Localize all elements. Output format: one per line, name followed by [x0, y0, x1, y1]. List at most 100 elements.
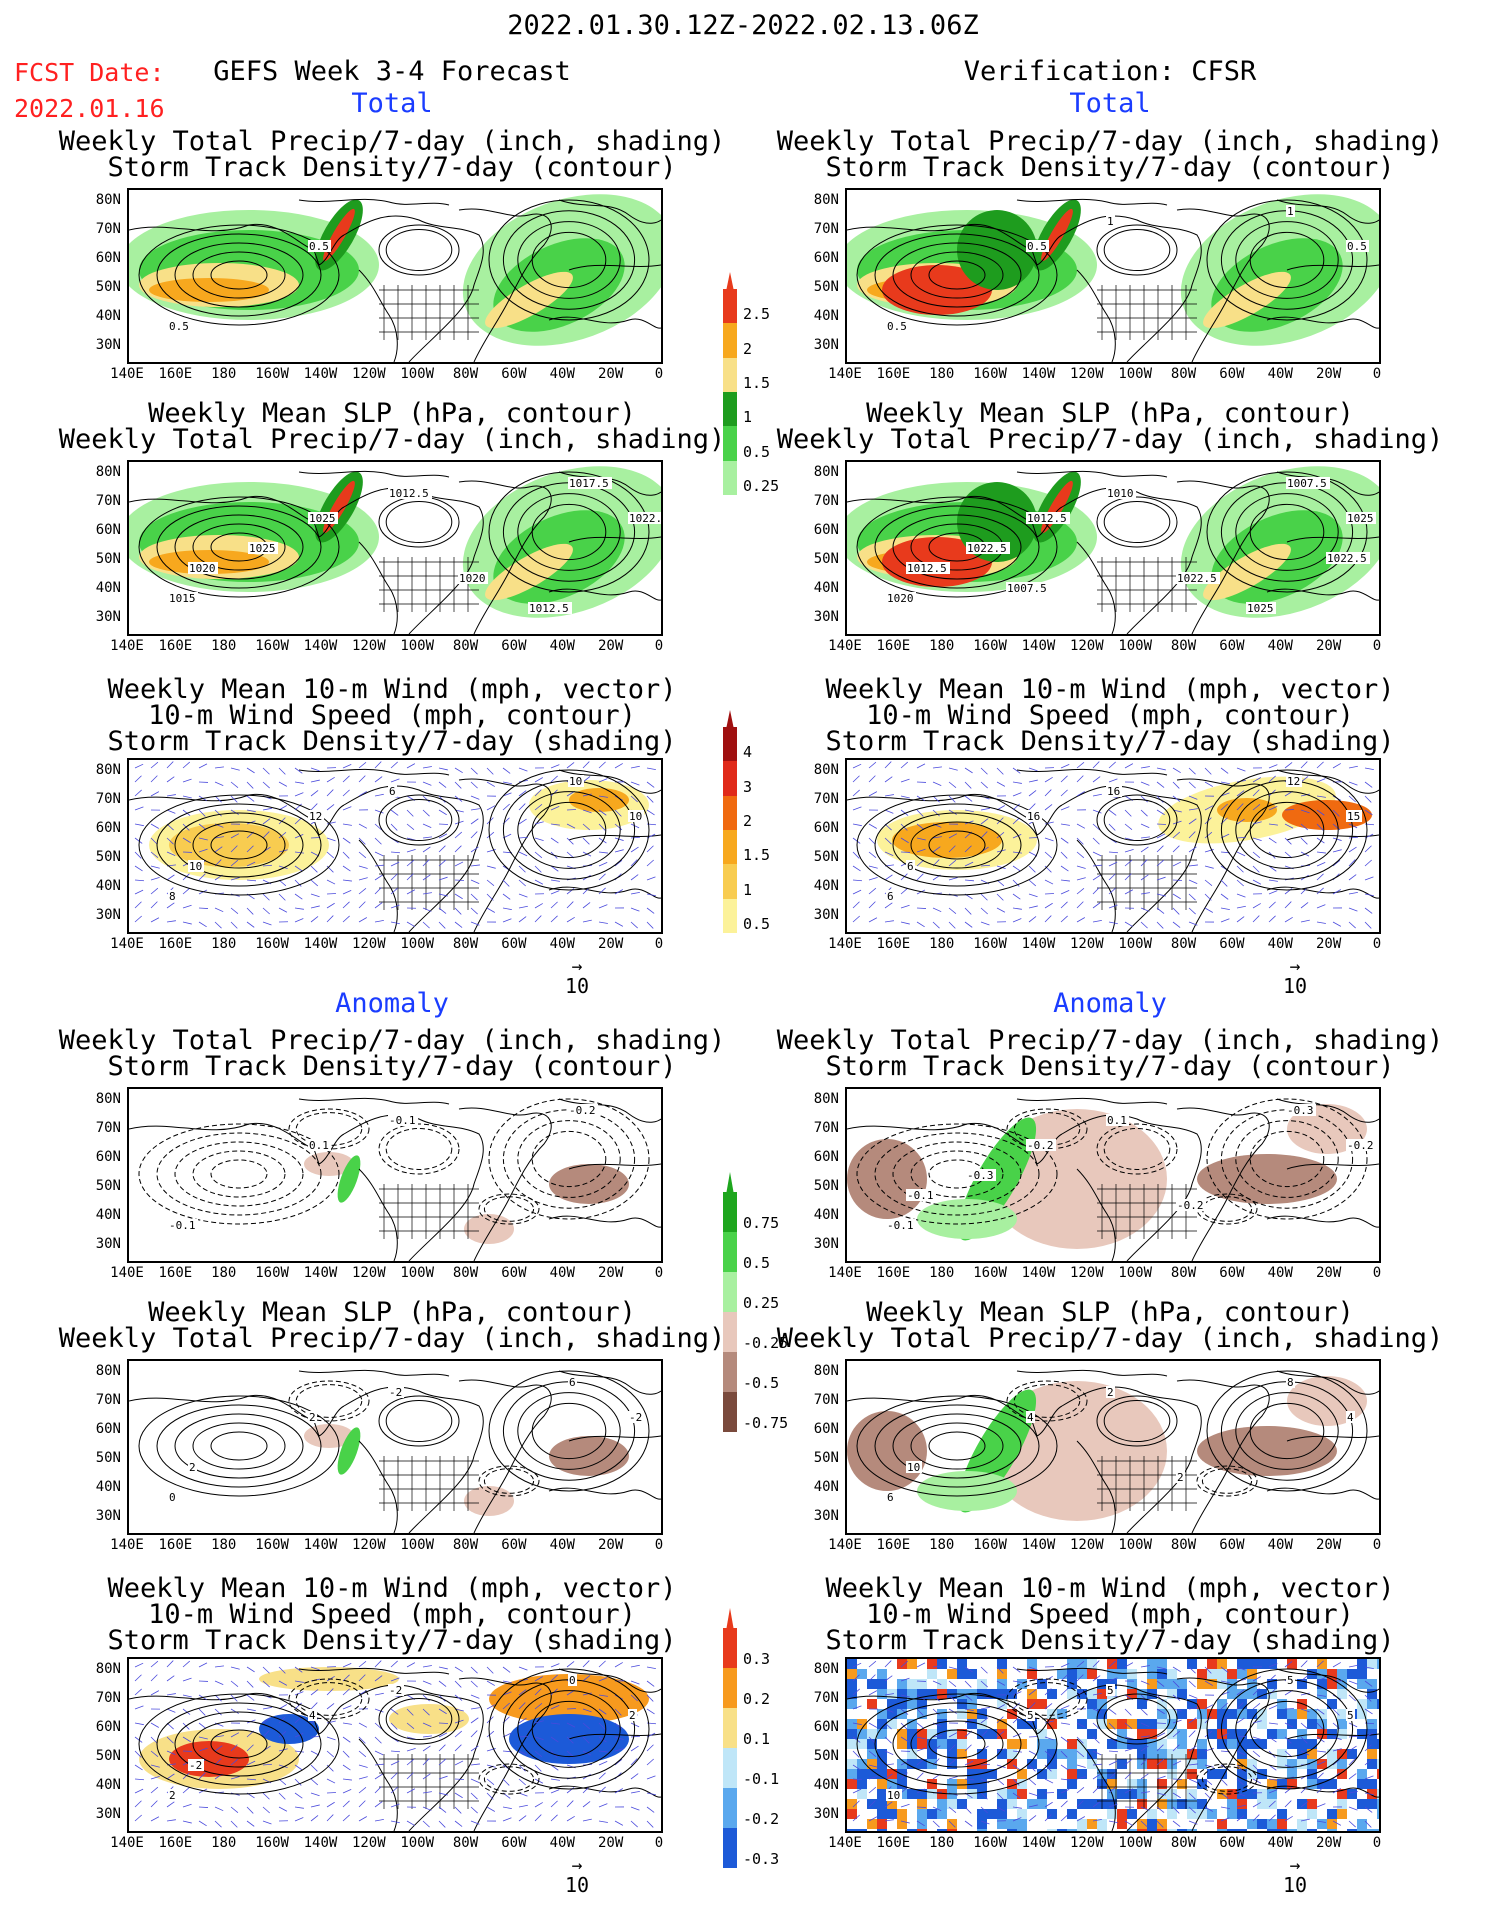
wind-vector	[1252, 1720, 1262, 1724]
colorbar-label: 4	[743, 743, 753, 762]
lon-tick-label: 180	[211, 1537, 237, 1553]
wind-vector	[1156, 1806, 1165, 1813]
wind-vector	[1348, 921, 1356, 929]
wind-vector	[1092, 1736, 1100, 1744]
wind-vector	[566, 1661, 575, 1668]
wind-vector	[1204, 879, 1213, 887]
lon-tick-label: 0	[654, 366, 664, 382]
wind-vector	[1316, 1660, 1324, 1668]
wind-vector	[1252, 851, 1261, 859]
wind-vector	[518, 1666, 528, 1671]
wind-vector	[390, 904, 400, 909]
wind-vector	[198, 1820, 207, 1827]
wind-vector	[1012, 1716, 1020, 1724]
wind-vector	[534, 915, 542, 923]
wind-vector	[262, 767, 270, 775]
storm-anomaly-cell	[1217, 1659, 1227, 1669]
storm-anomaly-cell	[1047, 1739, 1057, 1749]
lat-tick-label: 50N	[95, 1450, 121, 1466]
wind-vector	[948, 877, 958, 881]
wind-vector	[1364, 845, 1372, 853]
storm-anomaly-cell	[1147, 1659, 1157, 1669]
wind-vector	[1092, 793, 1102, 797]
wind-vector	[518, 1804, 528, 1808]
wind-vector	[390, 809, 399, 816]
storm-anomaly-cell	[1337, 1749, 1347, 1759]
storm-anomaly-cell	[1057, 1749, 1067, 1759]
wind-vector	[1140, 1745, 1149, 1752]
storm-anomaly-cell	[1227, 1669, 1237, 1679]
contour-line	[156, 1132, 322, 1216]
contour-line	[1206, 471, 1368, 593]
wind-vector	[438, 1820, 446, 1828]
panel-title-line: Weekly Total Precip/7-day (inch, shading…	[776, 126, 1444, 157]
wind-vector	[1236, 1792, 1246, 1797]
colorbar-swatch	[723, 357, 737, 392]
contour-line	[138, 224, 340, 326]
wind-vector	[326, 776, 335, 783]
wind-vector	[294, 1716, 302, 1724]
contour-label-bg	[1346, 810, 1362, 822]
lon-tick-label: 100W	[1118, 936, 1153, 952]
storm-anomaly-cell	[1237, 1729, 1247, 1739]
contour-label: 0.5	[309, 240, 329, 253]
wind-vector	[868, 865, 878, 869]
contour-label-bg	[1326, 552, 1370, 564]
contour-label-bg	[1026, 512, 1070, 524]
contour-line	[295, 1682, 363, 1716]
wind-vector	[358, 823, 368, 829]
storm-anomaly-cell	[1137, 1729, 1147, 1739]
wind-vector	[262, 1820, 272, 1825]
wind-vector	[214, 1708, 222, 1716]
storm-anomaly-cell	[1207, 1709, 1217, 1719]
storm-anomaly-cell	[1217, 1669, 1227, 1679]
storm-anomaly-cell	[1057, 1669, 1067, 1679]
wind-vector	[518, 1792, 528, 1797]
storm-anomaly-cell	[1177, 1829, 1187, 1831]
wind-vector	[884, 902, 893, 909]
wind-vector	[1140, 1665, 1150, 1668]
wind-vector	[1060, 806, 1070, 811]
wind-vector	[310, 767, 320, 772]
storm-anomaly-cell	[1257, 1789, 1267, 1799]
lon-tick-label: 0	[654, 638, 664, 654]
wind-vector	[916, 823, 925, 830]
wind-vector	[646, 1758, 654, 1766]
wind-vector	[1172, 907, 1180, 915]
wind-vector	[852, 1688, 860, 1696]
wind-vector	[900, 1820, 910, 1824]
storm-anomaly-cell	[1007, 1789, 1017, 1799]
contour-label: 4	[309, 1709, 316, 1722]
wind-vector	[454, 1744, 462, 1752]
storm-anomaly-cell	[1187, 1699, 1197, 1709]
wind-vector	[294, 1691, 304, 1696]
wind-vector	[326, 1801, 335, 1808]
wind-vector	[1156, 921, 1164, 929]
wind-vector	[518, 1764, 526, 1772]
storm-anomaly-cell	[1267, 1659, 1277, 1669]
panel-title-line: 10-m Wind Speed (mph, contour)	[866, 700, 1354, 731]
storm-anomaly-cell	[1327, 1679, 1337, 1689]
wind-vector	[1348, 1806, 1358, 1811]
lon-tick-label: 40W	[1267, 1537, 1293, 1553]
wind-vector	[406, 1662, 416, 1668]
wind-vector	[1188, 818, 1197, 825]
wind-vector	[294, 865, 303, 872]
storm-anomaly-cell	[1277, 1779, 1287, 1789]
wind-vector	[1140, 1791, 1150, 1794]
contour-line	[385, 229, 453, 271]
wind-vector	[1012, 1806, 1022, 1809]
lon-tick-label: 140E	[110, 366, 144, 382]
lon-tick-label: 140W	[303, 366, 338, 382]
contour-line	[378, 1123, 460, 1175]
wind-vector	[1252, 837, 1262, 841]
lon-tick-label: 160W	[255, 366, 289, 382]
storm-anomaly-cell	[1277, 1829, 1287, 1831]
wind-vector	[1188, 781, 1196, 789]
contour-label: -0.1	[887, 1219, 914, 1232]
wind-vector	[1172, 781, 1180, 789]
contour-label-bg	[1026, 1709, 1035, 1721]
wind-vector	[406, 849, 416, 853]
wind-vector	[486, 1764, 496, 1768]
storm-anomaly-cell	[857, 1729, 867, 1739]
